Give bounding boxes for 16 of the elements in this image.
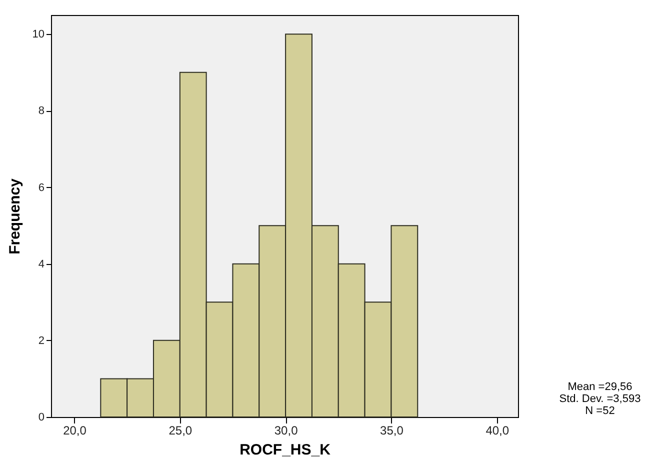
text: Std. Dev. =3,593: [559, 393, 641, 405]
y-tick-label: 4: [38, 258, 44, 270]
x-tick-label: 20,0: [63, 424, 87, 438]
y-tick-label: 8: [38, 105, 44, 118]
y-tick-label: 10: [32, 28, 44, 41]
y-tick-label: 0: [38, 412, 44, 424]
x-tick-label: 25,0: [168, 424, 192, 438]
x-axis-title: ROCF_HS_K: [240, 442, 331, 458]
text: Mean =29,56: [568, 381, 632, 393]
y-axis-title: Frequency: [6, 178, 24, 254]
x-tick-label: 40,0: [486, 424, 510, 438]
y-tick-label: 2: [38, 334, 44, 347]
text: N =52: [585, 405, 615, 417]
y-tick-label: 6: [38, 182, 44, 194]
x-tick-label: 35,0: [380, 424, 404, 438]
x-tick-label: 30,0: [274, 424, 298, 438]
